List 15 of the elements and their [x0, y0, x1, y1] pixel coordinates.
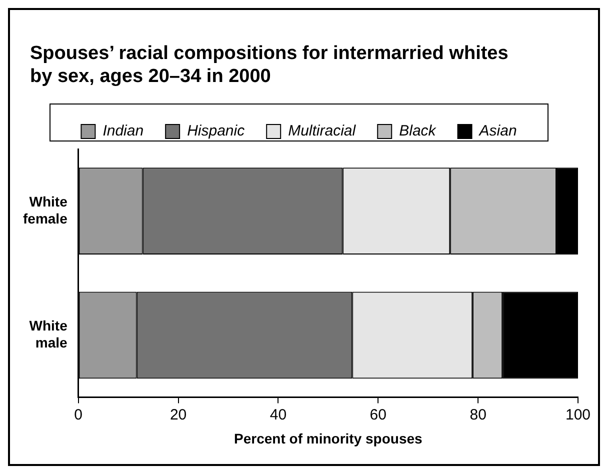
legend-label: Asian [478, 122, 517, 140]
legend-label: Hispanic [187, 122, 246, 140]
x-tick-label: 80 [470, 406, 486, 424]
legend-label: Multiracial [288, 122, 356, 140]
x-tick-label: 0 [74, 406, 83, 424]
x-axis-title: Percent of minority spouses [234, 430, 423, 446]
y-tick-label: White female [23, 194, 68, 226]
chart-title: Spouses’ racial compositions for intermarried whites by sex, ages 20–34 in 2000 [29, 42, 510, 88]
x-tick-label: 40 [270, 406, 287, 424]
x-tick-label: 100 [565, 406, 591, 424]
y-tick-label: White male [29, 318, 68, 350]
x-tick-label: 20 [170, 406, 187, 424]
x-tick-label: 60 [370, 406, 386, 424]
legend-label: Indian [102, 122, 144, 140]
legend-label: Black [399, 122, 438, 140]
